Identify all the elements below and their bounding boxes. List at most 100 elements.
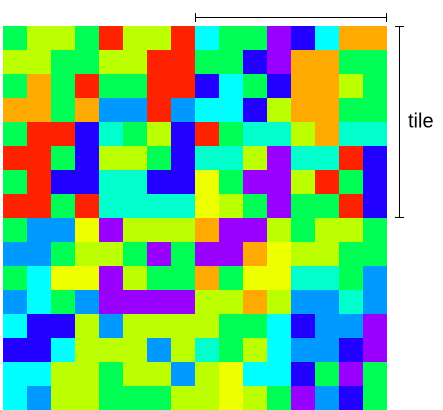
cell (171, 218, 195, 242)
cell (339, 338, 363, 362)
cell (315, 170, 339, 194)
cell (195, 338, 219, 362)
cell (363, 146, 387, 170)
cell (171, 122, 195, 146)
cell (267, 218, 291, 242)
cell (171, 170, 195, 194)
cell (3, 26, 27, 50)
cell (99, 170, 123, 194)
cell (99, 290, 123, 314)
cell (99, 26, 123, 50)
cell (339, 218, 363, 242)
cell (3, 218, 27, 242)
cell (315, 122, 339, 146)
cell (27, 26, 51, 50)
cell (123, 290, 147, 314)
cell (51, 122, 75, 146)
cell (243, 170, 267, 194)
cell (99, 266, 123, 290)
cell (51, 338, 75, 362)
cell (339, 386, 363, 410)
cell (147, 218, 171, 242)
cell (123, 146, 147, 170)
cell (75, 146, 99, 170)
cell (75, 242, 99, 266)
cell (27, 362, 51, 386)
cell (51, 74, 75, 98)
cell (363, 386, 387, 410)
cell (267, 170, 291, 194)
cell (147, 290, 171, 314)
cell (75, 290, 99, 314)
cell (171, 98, 195, 122)
cell (219, 98, 243, 122)
cell (147, 50, 171, 74)
cell (171, 146, 195, 170)
cell (267, 314, 291, 338)
cell (147, 146, 171, 170)
cell (339, 50, 363, 74)
cell (195, 74, 219, 98)
cell (243, 314, 267, 338)
cell (195, 50, 219, 74)
cell (147, 170, 171, 194)
cell (51, 50, 75, 74)
cell (3, 122, 27, 146)
cell (147, 194, 171, 218)
cell (219, 314, 243, 338)
cell (243, 386, 267, 410)
cell (3, 314, 27, 338)
cell (267, 26, 291, 50)
cell (195, 242, 219, 266)
cell (219, 338, 243, 362)
cell (219, 146, 243, 170)
cell (339, 26, 363, 50)
cell (315, 362, 339, 386)
cell (51, 98, 75, 122)
cell (51, 314, 75, 338)
cell (363, 290, 387, 314)
cell (339, 146, 363, 170)
cell (123, 218, 147, 242)
cell (315, 98, 339, 122)
cell (363, 338, 387, 362)
cell (267, 122, 291, 146)
cell (3, 242, 27, 266)
cell (291, 218, 315, 242)
cell (99, 338, 123, 362)
cell-grid (3, 26, 387, 410)
cell (195, 98, 219, 122)
cell (123, 170, 147, 194)
cell (219, 218, 243, 242)
cell (171, 290, 195, 314)
cell (27, 290, 51, 314)
cell (339, 362, 363, 386)
cell (219, 122, 243, 146)
cell (291, 98, 315, 122)
cell (27, 314, 51, 338)
cell (123, 314, 147, 338)
cell (75, 74, 99, 98)
cell (219, 50, 243, 74)
cell (27, 242, 51, 266)
cell (219, 386, 243, 410)
cell (3, 386, 27, 410)
cell (123, 98, 147, 122)
cell (243, 362, 267, 386)
cell (99, 194, 123, 218)
cell (123, 122, 147, 146)
cell (51, 242, 75, 266)
cell (243, 266, 267, 290)
cell (195, 26, 219, 50)
cell (291, 26, 315, 50)
cell (171, 386, 195, 410)
cell (363, 74, 387, 98)
cell (51, 290, 75, 314)
cell (267, 290, 291, 314)
cell (51, 266, 75, 290)
cell (339, 266, 363, 290)
cell (51, 146, 75, 170)
cell (291, 50, 315, 74)
cell (363, 170, 387, 194)
cell (99, 50, 123, 74)
